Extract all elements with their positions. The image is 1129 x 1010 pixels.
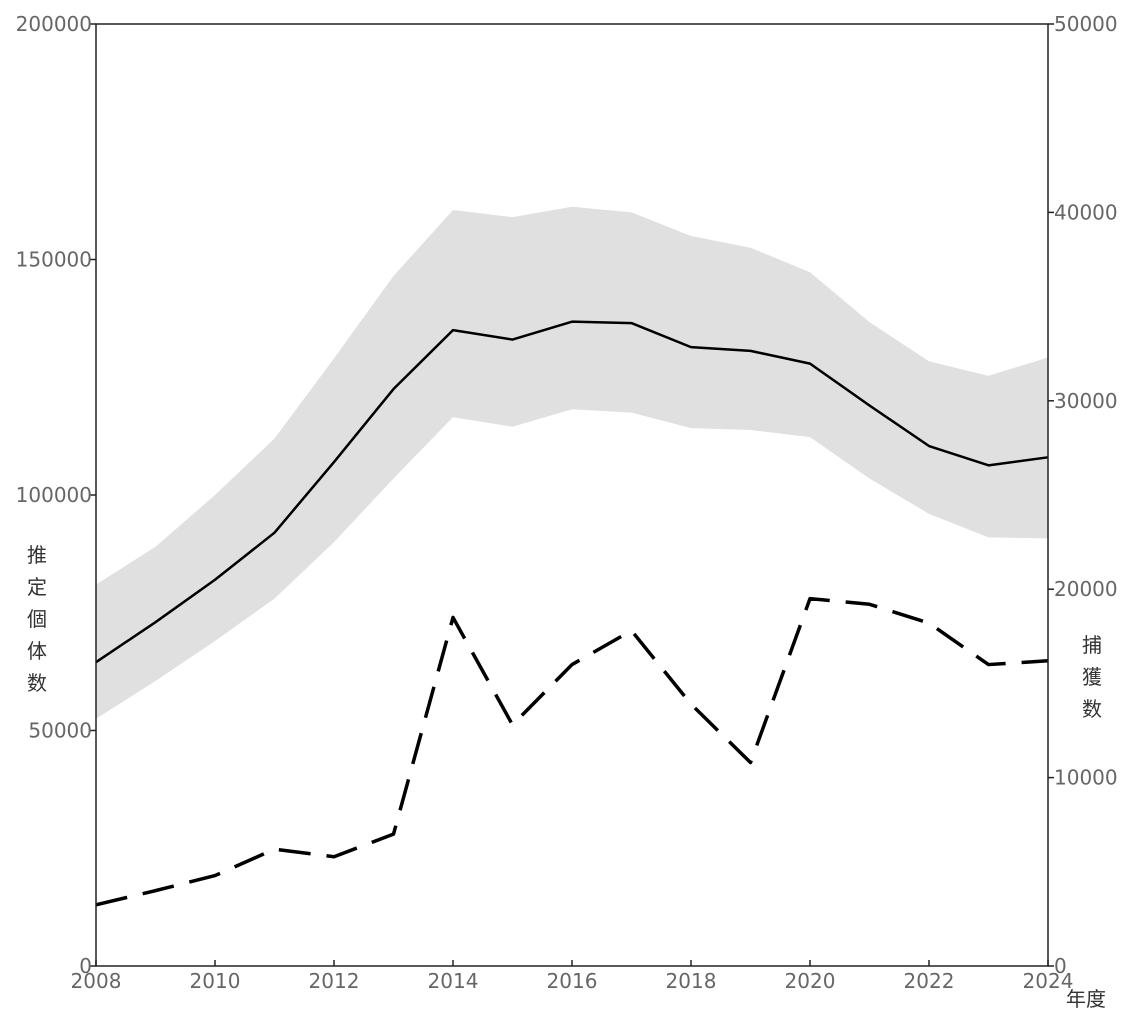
x-tick-label: 2014 — [428, 969, 479, 993]
estimate-confidence-band — [96, 206, 1048, 719]
x-tick-label: 2020 — [785, 969, 836, 993]
right-axis-label-char: 獲 — [1082, 665, 1102, 689]
x-tick-label: 2024 — [1023, 969, 1074, 993]
series-line-layer — [95, 320, 1049, 907]
left-axis-label-char: 数 — [27, 671, 47, 695]
x-tick-label: 2008 — [71, 969, 122, 993]
left-axis-label-char: 定 — [27, 575, 47, 599]
x-tick-label: 2022 — [904, 969, 955, 993]
left-tick-label: 150000 — [16, 248, 92, 272]
left-tick-label: 100000 — [16, 483, 92, 507]
axis-layer: 0 50000 100000 150000 200000 0 10000 20000 30000… — [16, 12, 1118, 993]
right-axis-label-char: 捕 — [1082, 633, 1102, 657]
left-tick-label: 0 — [79, 954, 92, 978]
x-axis-label: 年度 — [1066, 987, 1106, 1010]
right-axis-label-char: 数 — [1082, 697, 1102, 721]
left-axis-label-char: 体 — [27, 639, 47, 663]
capture-count-line — [95, 596, 1049, 907]
confidence-band-layer — [96, 206, 1048, 719]
left-axis-label-char: 個 — [27, 607, 47, 631]
right-tick-label: 0 — [1054, 954, 1067, 978]
left-tick-label: 50000 — [28, 719, 92, 743]
right-tick-label: 40000 — [1054, 200, 1118, 224]
right-tick-label: 30000 — [1054, 389, 1118, 413]
x-tick-label: 2010 — [190, 969, 241, 993]
x-tick-label: 2016 — [547, 969, 598, 993]
right-tick-label: 20000 — [1054, 577, 1118, 601]
estimated-population-line — [95, 320, 1049, 664]
left-axis-label-char: 推 — [27, 543, 47, 567]
left-tick-label: 200000 — [16, 12, 92, 36]
x-tick-label: 2012 — [309, 969, 360, 993]
x-tick-label: 2018 — [666, 969, 717, 993]
right-tick-label: 50000 — [1054, 12, 1118, 36]
right-tick-label: 10000 — [1054, 766, 1118, 790]
right-axis-label: 捕獲数 — [1082, 633, 1102, 721]
